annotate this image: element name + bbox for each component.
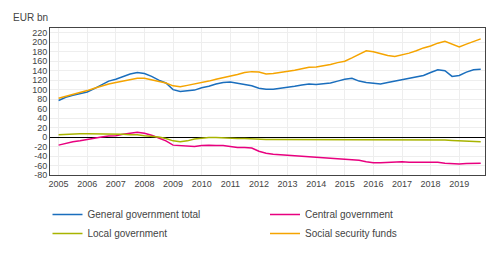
- svg-text:2010: 2010: [192, 179, 212, 189]
- svg-text:60: 60: [37, 104, 47, 114]
- svg-text:80: 80: [37, 94, 47, 104]
- svg-text:2013: 2013: [278, 179, 298, 189]
- svg-text:2007: 2007: [106, 179, 126, 189]
- svg-text:2018: 2018: [421, 179, 441, 189]
- svg-text:-80: -80: [34, 170, 47, 180]
- svg-text:180: 180: [32, 47, 47, 57]
- svg-text:Local government: Local government: [88, 228, 168, 239]
- svg-text:-40: -40: [34, 151, 47, 161]
- svg-text:2011: 2011: [221, 179, 240, 189]
- svg-text:2008: 2008: [134, 179, 154, 189]
- svg-text:2009: 2009: [163, 179, 183, 189]
- svg-text:-60: -60: [34, 161, 47, 171]
- svg-text:2015: 2015: [335, 179, 355, 189]
- svg-text:20: 20: [37, 123, 47, 133]
- svg-text:EUR bn: EUR bn: [13, 12, 48, 23]
- svg-text:Social security funds: Social security funds: [305, 228, 397, 239]
- svg-text:2017: 2017: [392, 179, 412, 189]
- svg-text:2014: 2014: [306, 179, 326, 189]
- svg-text:2012: 2012: [249, 179, 269, 189]
- svg-text:2006: 2006: [77, 179, 97, 189]
- svg-text:-20: -20: [34, 142, 47, 152]
- svg-text:2016: 2016: [363, 179, 383, 189]
- svg-text:40: 40: [37, 113, 47, 123]
- svg-text:220: 220: [32, 28, 47, 38]
- svg-text:0: 0: [42, 132, 47, 142]
- svg-text:Central government: Central government: [305, 209, 393, 220]
- svg-text:100: 100: [32, 85, 47, 95]
- svg-text:2019: 2019: [449, 179, 469, 189]
- svg-text:160: 160: [32, 56, 47, 66]
- svg-text:General government total: General government total: [88, 209, 201, 220]
- svg-text:2005: 2005: [49, 179, 69, 189]
- svg-text:120: 120: [32, 75, 47, 85]
- svg-text:140: 140: [32, 66, 47, 76]
- svg-text:200: 200: [32, 37, 47, 47]
